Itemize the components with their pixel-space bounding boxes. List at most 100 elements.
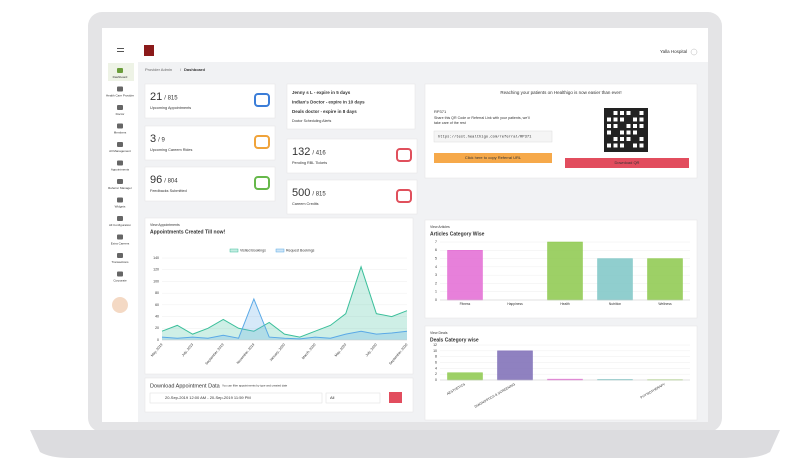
alert-name: Indian's Doctor -	[292, 100, 328, 105]
card-total: / 416	[312, 151, 326, 157]
chart-link[interactable]: View Articles	[430, 225, 450, 229]
nav-icon	[117, 197, 123, 203]
card-value: 21	[150, 91, 162, 103]
qr-cell	[607, 143, 611, 148]
card-total: / 9	[158, 138, 165, 144]
type-select[interactable]	[325, 392, 381, 404]
referral-text: take care of the rest	[434, 121, 466, 125]
url-box	[433, 130, 553, 143]
y-tick-label: 120	[153, 268, 159, 272]
date-input	[149, 392, 323, 404]
nav-label[interactable]: Health Care Provider	[106, 93, 134, 97]
download-hint: You can filter appointments by type and …	[222, 384, 288, 388]
y-tick-label: 140	[153, 256, 159, 260]
nav-label[interactable]: Extra Careers	[111, 241, 130, 245]
y-tick-label: 8	[435, 355, 437, 359]
qr-cell	[613, 137, 618, 141]
qr-cell	[620, 117, 624, 122]
panel	[144, 125, 276, 161]
hospital-name[interactable]: Yalla Hospital	[660, 49, 687, 54]
alert-status: expire in 10 days	[328, 100, 365, 105]
avatar[interactable]	[690, 48, 698, 56]
qr-cell	[620, 111, 624, 115]
y-tick-label: 4	[435, 366, 437, 370]
qr-cell	[626, 111, 631, 115]
nav-label[interactable]: Corporate	[113, 278, 127, 282]
chart-link[interactable]: View Deals	[430, 331, 448, 335]
qr-cell	[639, 124, 644, 128]
chart-title: Articles Category Wise	[430, 231, 485, 237]
nav-icon	[117, 271, 123, 277]
nav-label[interactable]: All Configuration	[109, 223, 131, 227]
nav-label[interactable]: Members	[114, 130, 127, 134]
y-tick-label: 2	[435, 372, 437, 376]
legend-swatch	[275, 248, 285, 253]
y-tick-label: 0	[435, 298, 437, 302]
x-tick-label: Wellness	[658, 302, 672, 306]
download-title: Download Appointment Data	[150, 383, 221, 389]
nav-label[interactable]: Widgets	[115, 204, 126, 208]
card-icon	[396, 189, 412, 203]
card-value: 132	[292, 146, 310, 158]
panel	[286, 83, 416, 130]
panel	[286, 179, 418, 215]
y-tick-label: 60	[155, 303, 159, 307]
line	[161, 265, 408, 338]
bar	[647, 258, 683, 301]
nav-label[interactable]: Appointments	[111, 167, 130, 171]
nav-label[interactable]: Referrer Manager	[108, 186, 132, 190]
y-tick-label: 2	[435, 281, 437, 285]
qr-cell	[639, 143, 644, 148]
logo	[144, 45, 154, 56]
referral-code: RP371	[434, 109, 447, 114]
qr-cell	[607, 117, 611, 122]
card-total: / 815	[312, 192, 326, 198]
y-tick-label: 7	[435, 240, 437, 244]
y-tick-label: 0	[435, 378, 437, 382]
bar	[597, 258, 633, 301]
card-label: Upcoming Careem Rides	[150, 148, 193, 152]
referral-title: Reaching your patients on Healthigo is n…	[500, 90, 621, 95]
qr-cell	[620, 130, 624, 135]
y-tick-label: 6	[435, 248, 437, 252]
nav-icon	[117, 234, 123, 240]
bar	[447, 372, 483, 381]
nav-icon	[117, 105, 123, 110]
nav-label[interactable]: Dashboard	[113, 75, 128, 79]
y-tick-label: 0	[157, 338, 159, 342]
nav-icon	[117, 253, 123, 258]
nav-label[interactable]: Transactions	[111, 260, 129, 264]
qr-cell	[639, 137, 644, 141]
alert-title: Doctor Scheduling Alerts	[292, 119, 332, 123]
qr-cell	[613, 111, 618, 115]
chart-title: Appointments Created Till now!	[150, 229, 226, 235]
copy-label: Click here to copy Referral URL	[465, 155, 522, 160]
sidebar	[102, 28, 138, 422]
qr-cell	[613, 124, 618, 128]
nav-icon	[117, 68, 123, 73]
breadcrumb: Dashboard	[184, 67, 205, 72]
card-icon	[254, 135, 270, 149]
y-tick-label: 1	[435, 290, 437, 294]
breadcrumb[interactable]: Provider Admin	[145, 67, 172, 72]
avatar	[112, 297, 128, 313]
card-label: Feedbacks Submitted	[150, 189, 187, 193]
card-total: / 815	[164, 96, 178, 102]
qr-cell	[633, 130, 637, 135]
menu-icon	[117, 48, 124, 49]
qr-cell	[607, 124, 611, 128]
download-button[interactable]	[565, 158, 689, 168]
card-value: 96	[150, 174, 162, 186]
nav-label[interactable]: Doctor	[116, 112, 125, 116]
nav-label[interactable]: All Management	[109, 149, 131, 153]
copy-button[interactable]	[434, 153, 552, 163]
card-icon	[254, 93, 270, 107]
laptop-base	[30, 430, 780, 458]
nav-icon	[117, 179, 123, 184]
chart-link[interactable]: View Appointments	[150, 223, 180, 227]
bar	[447, 250, 483, 301]
line	[161, 297, 408, 340]
bar	[497, 350, 533, 381]
panel	[144, 83, 276, 119]
export-button[interactable]	[389, 392, 402, 403]
